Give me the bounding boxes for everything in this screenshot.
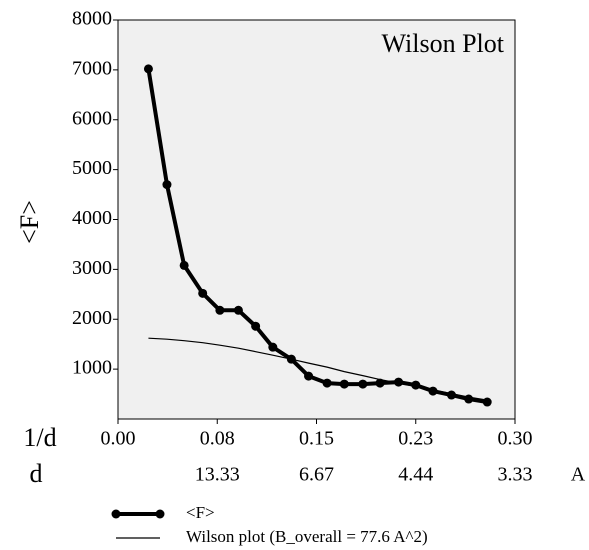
x-tick-label: 0.08 xyxy=(200,428,235,450)
point xyxy=(428,386,438,396)
legend-label: Wilson plot (B_overall = 77.6 A^2) xyxy=(186,527,428,546)
x2-tick-label: 13.33 xyxy=(195,464,240,486)
y-axis-label: <F> xyxy=(15,200,44,244)
point xyxy=(339,379,349,389)
x-tick-label: 0.00 xyxy=(101,428,136,450)
point xyxy=(446,390,456,400)
series-line xyxy=(148,337,488,401)
legend-marker xyxy=(155,509,165,519)
x2-unit: A xyxy=(571,464,586,486)
y-tick-label: 4000 xyxy=(72,207,112,229)
point xyxy=(322,378,332,388)
point xyxy=(394,377,404,387)
y-tick-label: 7000 xyxy=(72,57,112,79)
x2-tick-label: 4.44 xyxy=(398,464,433,486)
point xyxy=(304,371,314,381)
point xyxy=(179,260,189,270)
point xyxy=(358,379,368,389)
point xyxy=(215,305,225,315)
point xyxy=(162,180,172,190)
x-tick-label: 0.23 xyxy=(398,428,433,450)
y-tick-label: 8000 xyxy=(72,8,112,30)
x-tick-label: 0.30 xyxy=(498,428,533,450)
chart-title: Wilson Plot xyxy=(382,29,505,58)
x-tick-label: 0.15 xyxy=(299,428,334,450)
point xyxy=(411,380,421,390)
y-tick-label: 5000 xyxy=(72,157,112,179)
legend-label: <F> xyxy=(186,503,215,522)
x-axis-label: 1/d xyxy=(23,423,56,452)
y-tick-label: 2000 xyxy=(72,307,112,329)
plot-area xyxy=(117,19,516,420)
point xyxy=(198,288,208,298)
y-tick-label: 1000 xyxy=(72,357,112,379)
point xyxy=(233,305,243,315)
point xyxy=(251,321,261,331)
point xyxy=(375,378,385,388)
point xyxy=(143,64,153,74)
x2-tick-label: 6.67 xyxy=(299,464,334,486)
point xyxy=(268,342,278,352)
x2-tick-label: 3.33 xyxy=(498,464,533,486)
y-tick-label: 6000 xyxy=(72,107,112,129)
y-tick-label: 3000 xyxy=(72,257,112,279)
point xyxy=(482,397,492,407)
x2-axis-label: d xyxy=(30,459,43,488)
legend-marker xyxy=(111,509,121,519)
